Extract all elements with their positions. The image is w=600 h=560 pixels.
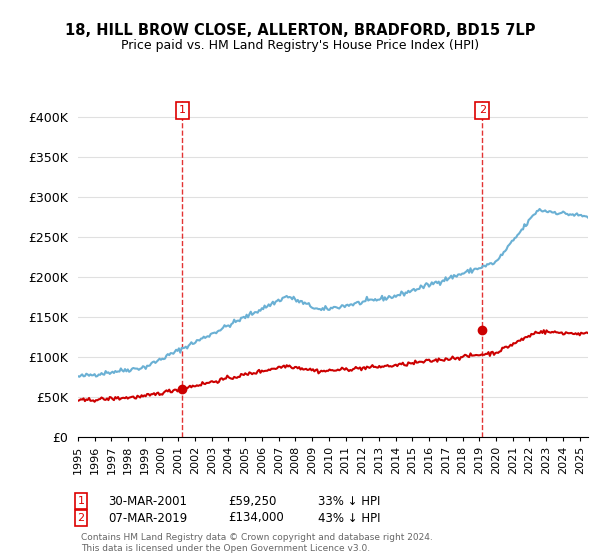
Text: 1: 1	[77, 496, 85, 506]
Text: 30-MAR-2001: 30-MAR-2001	[108, 494, 187, 508]
Text: 07-MAR-2019: 07-MAR-2019	[108, 511, 187, 525]
Text: 33% ↓ HPI: 33% ↓ HPI	[318, 494, 380, 508]
Text: 1: 1	[179, 105, 186, 115]
Text: £134,000: £134,000	[228, 511, 284, 525]
Text: 43% ↓ HPI: 43% ↓ HPI	[318, 511, 380, 525]
Text: 2: 2	[77, 513, 85, 523]
Text: Price paid vs. HM Land Registry's House Price Index (HPI): Price paid vs. HM Land Registry's House …	[121, 39, 479, 53]
Text: Contains HM Land Registry data © Crown copyright and database right 2024.
This d: Contains HM Land Registry data © Crown c…	[81, 534, 433, 553]
Text: 18, HILL BROW CLOSE, ALLERTON, BRADFORD, BD15 7LP: 18, HILL BROW CLOSE, ALLERTON, BRADFORD,…	[65, 24, 535, 38]
Text: £59,250: £59,250	[228, 494, 277, 508]
Text: 2: 2	[479, 105, 486, 115]
